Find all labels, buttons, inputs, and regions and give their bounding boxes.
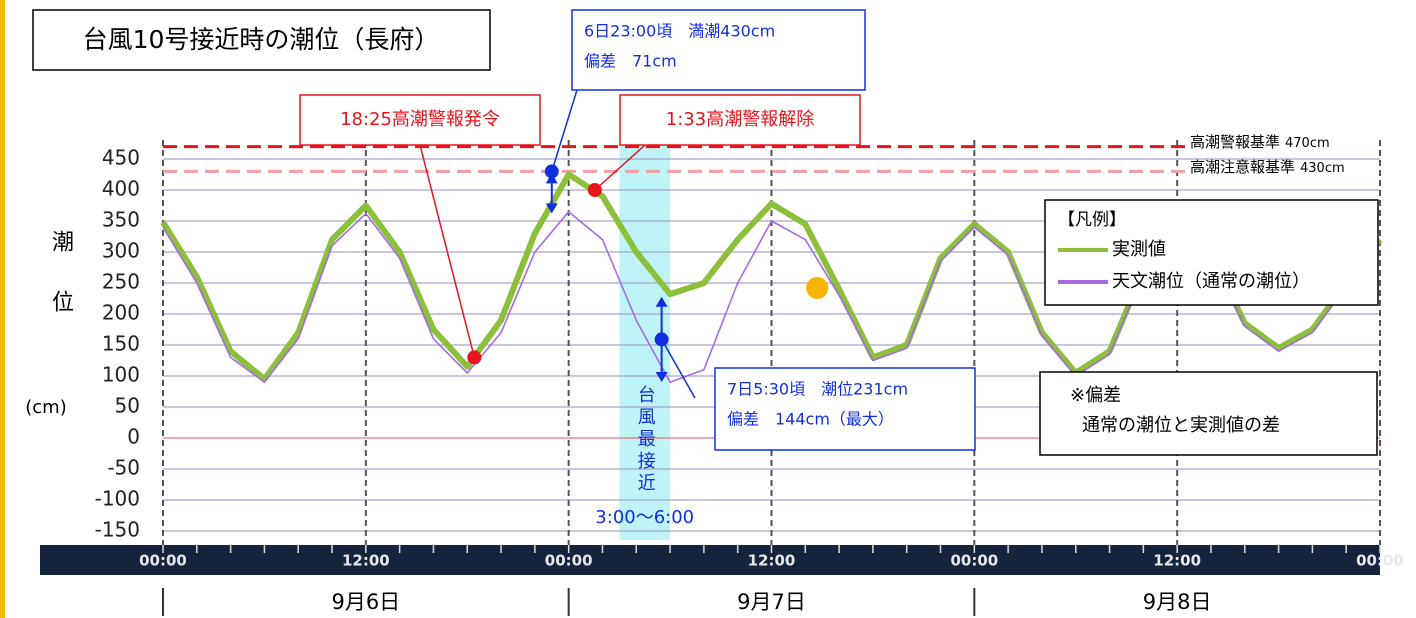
y-tick-label: 50 — [115, 394, 140, 418]
y-tick-label: 150 — [102, 332, 140, 356]
x-tick-label: 00:00 — [545, 552, 593, 570]
reference-label: 高潮警報基準 — [1190, 133, 1280, 151]
y-tick-label: -150 — [95, 518, 140, 542]
reference-value: 430cm — [1300, 161, 1345, 176]
y-tick-label: 200 — [102, 301, 140, 325]
y-unit: (cm) — [25, 397, 66, 418]
title-box — [32, 9, 491, 71]
band-label: 台風最接近 — [635, 385, 656, 495]
band-time-label: 3:00〜6:00 — [595, 507, 694, 528]
reference-label: 高潮注意報基準 — [1190, 158, 1295, 176]
y-tick-label: 400 — [102, 177, 140, 201]
legend-label: 天文潮位（通常の潮位） — [1112, 271, 1310, 292]
deviation-leader — [551, 89, 578, 172]
legend-label: 実測値 — [1112, 239, 1166, 260]
note-box — [1039, 371, 1378, 456]
alert-box — [619, 94, 861, 146]
y-tick-label: -50 — [107, 456, 140, 480]
deviation-point — [544, 164, 559, 179]
time-bar — [40, 545, 1380, 575]
legend-box — [1044, 199, 1379, 306]
alert-text: 1:33高潮警報解除 — [666, 109, 814, 130]
arrow-head — [655, 296, 668, 383]
x-tick-label: 12:00 — [342, 552, 390, 570]
alert-point — [467, 350, 482, 365]
deviation-box — [571, 9, 866, 91]
deviation-text: 偏差 71cm — [584, 52, 677, 71]
note-text: 通常の潮位と実測値の差 — [1082, 415, 1280, 436]
x-tick-label: 00:00 — [139, 552, 187, 570]
y-tick-label: 300 — [102, 239, 140, 263]
alert-leader — [419, 144, 476, 358]
y-tick-label: 350 — [102, 208, 140, 232]
arrow-head — [545, 173, 558, 214]
y-tick-label: 100 — [102, 363, 140, 387]
y-label: 潮位 — [48, 230, 74, 350]
deviation-box — [714, 367, 976, 451]
x-tick-label: 12:00 — [748, 552, 796, 570]
side-strip — [0, 0, 5, 618]
x-tick-label: 12:00 — [1153, 552, 1201, 570]
y-tick-label: 0 — [127, 425, 140, 449]
deviation-text: 6日23:00頃 満潮430cm — [584, 22, 775, 41]
y-tick-label: 250 — [102, 270, 140, 294]
x-tick-label: 00:00 — [950, 552, 998, 570]
day-label: 9月6日 — [331, 590, 400, 614]
note-text: ※偏差 — [1070, 385, 1121, 406]
x-tick-label: 00:00 — [1356, 552, 1404, 570]
y-tick-label: 450 — [102, 146, 140, 170]
deviation-text: 偏差 144cm（最大） — [727, 410, 894, 429]
deviation-text: 7日5:30頃 潮位231cm — [727, 380, 908, 399]
alert-text: 18:25高潮警報発令 — [340, 109, 500, 130]
reference-value: 470cm — [1285, 136, 1330, 151]
deviation-leader — [660, 339, 696, 399]
deviation-point — [654, 332, 669, 347]
y-tick-label: -100 — [95, 487, 140, 511]
day-label: 9月8日 — [1143, 590, 1212, 614]
marker-point — [806, 276, 829, 299]
chart-title: 台風10号接近時の潮位（長府） — [83, 25, 440, 54]
alert-point — [587, 183, 602, 197]
alert-box — [299, 94, 541, 146]
alert-leader — [594, 144, 646, 191]
day-label: 9月7日 — [737, 590, 806, 614]
legend-title: 【凡例】 — [1058, 210, 1126, 230]
